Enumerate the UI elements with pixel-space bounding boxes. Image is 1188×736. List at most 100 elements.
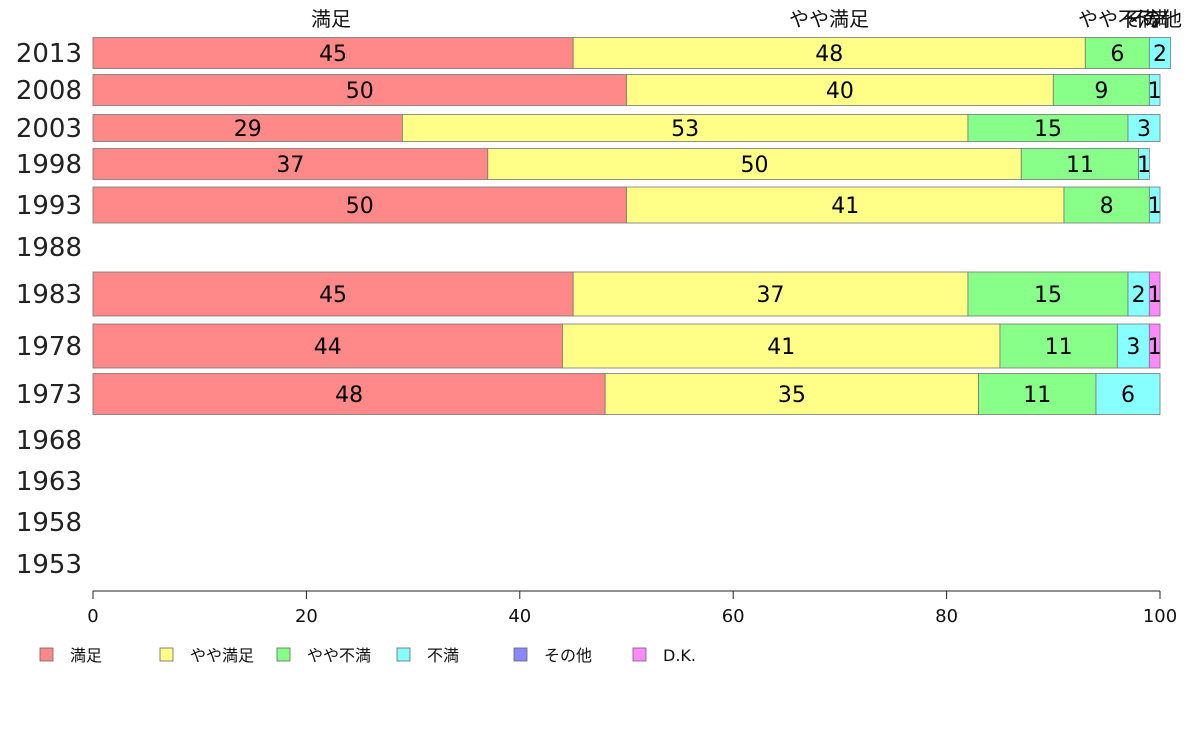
bar-1973-1 <box>604 373 980 415</box>
bar-2003-2 <box>967 114 1129 142</box>
bar-label-1978-3: 3 <box>1126 335 1140 360</box>
bar-label-1998-0: 37 <box>276 153 304 178</box>
bar-label-1993-2: 8 <box>1100 194 1114 219</box>
x-tick-label-100: 100 <box>1143 606 1177 627</box>
bar-label-1983-5: 1 <box>1148 283 1162 308</box>
bar-2008-0 <box>92 74 627 106</box>
legend-label-2: やや不満 <box>307 646 371 665</box>
bar-label-1993-0: 50 <box>346 194 374 219</box>
bar-label-1993-3: 1 <box>1148 194 1162 219</box>
bar-2003-3 <box>1127 114 1161 142</box>
bar-label-2003-2: 15 <box>1034 117 1062 142</box>
legend-label-0: 満足 <box>70 646 102 665</box>
legend-swatch-5 <box>632 647 647 662</box>
bar-label-1983-2: 15 <box>1034 283 1062 308</box>
bar-2003-0 <box>92 114 403 142</box>
bar-label-2003-0: 29 <box>234 117 262 142</box>
top-label-1: やや満足 <box>789 7 869 31</box>
legend-swatch-2 <box>276 647 291 662</box>
year-label-1968: 1968 <box>16 426 82 456</box>
x-tick-label-20: 20 <box>295 606 318 627</box>
year-label-1978: 1978 <box>16 332 82 362</box>
legend-swatch-4 <box>513 647 528 662</box>
bar-label-1993-1: 41 <box>831 194 859 219</box>
bar-1998-0 <box>92 148 489 180</box>
x-tick-label-0: 0 <box>87 606 98 627</box>
year-label-2008: 2008 <box>16 76 82 106</box>
bar-1983-2 <box>967 271 1129 317</box>
bar-1998-3 <box>1138 148 1150 180</box>
year-label-2003: 2003 <box>16 114 82 144</box>
legend-swatch-3 <box>396 647 411 662</box>
year-label-1983: 1983 <box>16 280 82 310</box>
year-label-1973: 1973 <box>16 380 82 410</box>
year-label-1963: 1963 <box>16 467 82 497</box>
x-tick-label-40: 40 <box>508 606 531 627</box>
bar-label-1998-1: 50 <box>741 153 769 178</box>
bar-label-1978-2: 11 <box>1045 335 1073 360</box>
bar-label-1978-1: 41 <box>767 335 795 360</box>
bar-1998-1 <box>487 148 1022 180</box>
bar-1983-0 <box>92 271 574 317</box>
bar-1978-3 <box>1116 323 1150 369</box>
bar-1998-2 <box>1020 148 1140 180</box>
legend-swatch-0 <box>39 647 54 662</box>
bar-label-2013-0: 45 <box>319 42 347 67</box>
bar-label-1973-0: 48 <box>335 383 363 408</box>
bar-label-2013-3: 2 <box>1153 42 1167 67</box>
bar-2008-2 <box>1052 74 1150 106</box>
bar-1978-2 <box>999 323 1118 369</box>
bar-2013-0 <box>92 37 574 69</box>
bar-1978-0 <box>92 323 563 369</box>
top-label-2: やや不満 <box>1078 7 1158 31</box>
bar-1978-5 <box>1148 323 1161 369</box>
bars: 45 48 6 250 40 9 129 53 15 337 50 11 150 41 8 145 37 15 2 1… <box>92 37 1172 415</box>
legend-label-1: やや満足 <box>190 646 254 665</box>
legend-swatch-1 <box>159 647 174 662</box>
bar-label-1978-5: 1 <box>1148 335 1162 360</box>
bar-1983-1 <box>572 271 969 317</box>
bar-label-2013-2: 6 <box>1110 42 1124 67</box>
x-tick-label-60: 60 <box>722 606 745 627</box>
top-label-0: 満足 <box>311 7 351 31</box>
bar-label-2008-1: 40 <box>826 79 854 104</box>
bar-label-2008-0: 50 <box>346 79 374 104</box>
bar-label-1983-3: 2 <box>1132 283 1146 308</box>
bar-1983-5 <box>1148 271 1161 317</box>
bar-label-2003-3: 3 <box>1137 117 1151 142</box>
bar-label-1998-2: 11 <box>1066 153 1094 178</box>
year-label-1993: 1993 <box>16 191 82 221</box>
year-label-2013: 2013 <box>16 39 82 69</box>
bar-2013-3 <box>1148 37 1172 69</box>
bar-1993-0 <box>92 186 627 224</box>
year-labels: 2013 2008 2003 1998 1993 1988 1983 1978 1973 1968… <box>16 39 82 580</box>
bar-label-1978-0: 44 <box>314 335 342 360</box>
bar-1993-2 <box>1063 186 1150 224</box>
bar-1978-1 <box>562 323 1001 369</box>
bar-2008-1 <box>626 74 1054 106</box>
bar-2008-3 <box>1148 74 1161 106</box>
bar-1973-2 <box>978 373 1097 415</box>
bar-label-2008-3: 1 <box>1148 79 1162 104</box>
bar-label-1983-1: 37 <box>757 283 785 308</box>
top-label-4: その他 <box>1122 7 1182 31</box>
x-axis: 0 20 40 60 80 100 <box>87 590 1177 627</box>
bar-label-2008-2: 9 <box>1094 79 1108 104</box>
bar-1993-3 <box>1148 186 1161 224</box>
year-label-1953: 1953 <box>16 550 82 580</box>
bar-1973-3 <box>1095 373 1161 415</box>
legend-label-5: D.K. <box>663 646 696 665</box>
bar-label-1973-3: 6 <box>1121 383 1135 408</box>
top-label-3: 不満 <box>1130 7 1170 31</box>
year-label-1998: 1998 <box>16 150 82 180</box>
bar-label-1998-3: 1 <box>1137 153 1151 178</box>
year-label-1988: 1988 <box>16 233 82 263</box>
bar-label-1973-1: 35 <box>778 383 806 408</box>
legend-label-4: その他 <box>544 646 592 665</box>
legend: 満足 やや満足 やや不満 不満 その他 D.K. <box>39 646 696 665</box>
bar-label-2013-1: 48 <box>815 42 843 67</box>
bar-2003-1 <box>402 114 969 142</box>
bar-label-1983-0: 45 <box>319 283 347 308</box>
